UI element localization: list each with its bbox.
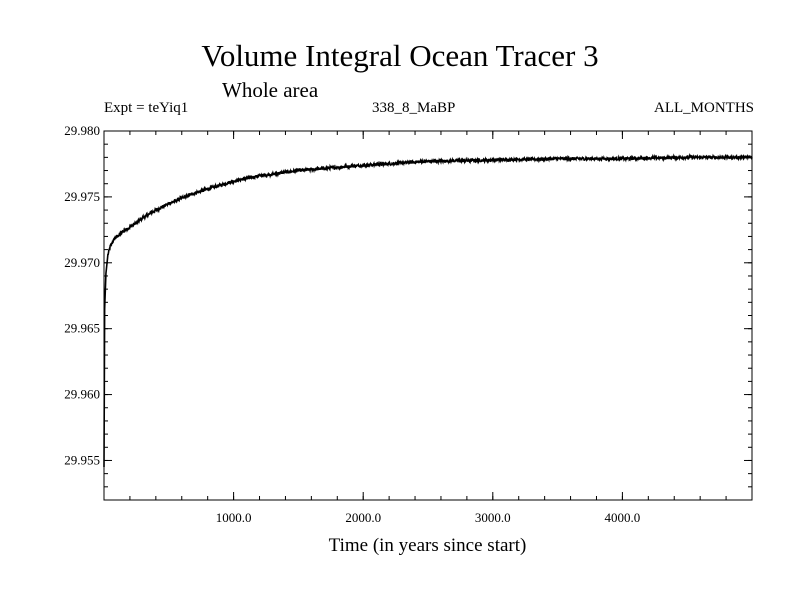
plot-frame xyxy=(103,130,753,501)
y-tick-label: 29.965 xyxy=(64,321,100,336)
x-tick-label: 4000.0 xyxy=(605,510,641,525)
months-label: ALL_MONTHS xyxy=(654,100,754,116)
y-tick-label: 29.970 xyxy=(64,255,100,270)
experiment-label: Expt = teYiq1 xyxy=(104,100,189,116)
x-tick-label: 3000.0 xyxy=(475,510,511,525)
x-tick-label: 2000.0 xyxy=(345,510,381,525)
x-axis-label: Time (in years since start) xyxy=(328,535,527,556)
period-label: 338_8_MaBP xyxy=(372,100,456,116)
y-tick-label: 29.960 xyxy=(64,387,100,402)
chart-subtitle: Whole area xyxy=(222,78,319,102)
y-tick-label: 29.955 xyxy=(64,452,100,467)
y-tick-label: 29.975 xyxy=(64,189,100,204)
series-line xyxy=(103,152,753,468)
axis-ticks: 29.955 29.960 29.965 29.970 29.975 29.980 1000… xyxy=(64,123,752,525)
chart-title: Volume Integral Ocean Tracer 3 xyxy=(201,38,599,73)
x-tick-label: 1000.0 xyxy=(216,510,252,525)
series-layer xyxy=(103,152,753,468)
y-tick-label: 29.980 xyxy=(64,123,100,138)
